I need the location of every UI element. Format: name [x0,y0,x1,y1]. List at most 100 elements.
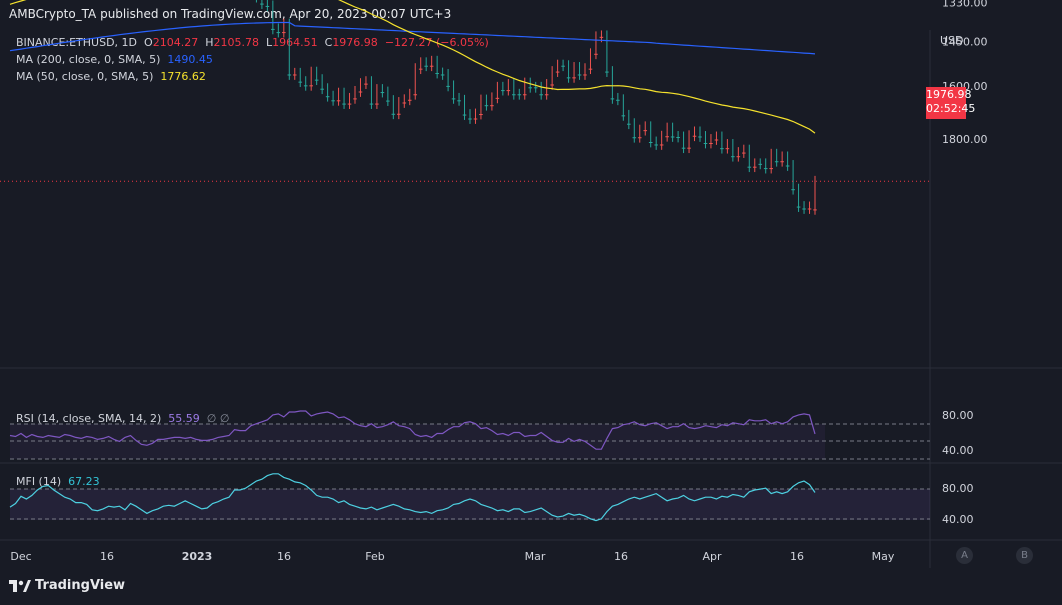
candle-body [555,71,560,73]
candle-body [796,206,801,208]
mfi-legend[interactable]: MFI (14) 67.23 [16,475,100,488]
time-tick-label: 2023 [182,550,213,563]
candle-body [479,114,483,116]
rsi-value: 55.59 [168,412,200,425]
candle-body [413,94,418,96]
candle-body [785,165,790,167]
mfi-value: 67.23 [68,475,100,488]
close-label: C [324,36,333,49]
ma50-line [9,0,816,134]
auto-scale-button[interactable]: A [956,547,973,564]
candle-body [292,74,297,76]
tradingview-logo[interactable]: TradingView [9,578,125,593]
candle-body [358,91,363,93]
candle-body [627,123,631,125]
candle-body [369,103,374,105]
candle-body [446,85,450,87]
time-tick-label: 16 [100,550,114,563]
candle-body [528,87,533,89]
ma200-value: 1490.45 [167,53,213,66]
candle-body [561,65,565,67]
low-label: L [265,36,273,49]
candle-body [260,3,264,5]
close-value: 1976.98 [332,36,378,49]
candle-body [616,99,620,101]
candle-body [725,148,730,150]
candle-body [271,28,275,30]
candle-body [807,208,812,210]
candle-body [681,147,686,149]
price-tick-label: 1450.00 [942,36,988,49]
candle-body [780,161,784,163]
rsi-legend[interactable]: RSI (14, close, SMA, 14, 2) 55.59 ∅ ∅ [16,412,229,425]
candle-body [572,77,576,79]
time-tick-label: 16 [790,550,804,563]
b-button[interactable]: B [1016,547,1033,564]
countdown: 02:52:45 [926,102,976,115]
candle-body [402,102,407,104]
time-tick-label: May [872,550,895,563]
candle-body [490,105,494,107]
candle-body [309,85,313,87]
candle-body [643,130,648,132]
candle-body [298,81,303,83]
candle-body [429,65,434,67]
rsi-tick-label: 40.00 [942,444,974,457]
candle-body [670,136,675,138]
candle-body [703,142,708,144]
price-tick-label: 1800.00 [942,133,988,146]
candle-body [720,148,724,150]
candle-body [692,135,697,137]
candle-body [731,156,735,158]
ma50-legend[interactable]: MA (50, close, 0, SMA, 5) 1776.62 [16,70,206,83]
candle-body [512,94,516,96]
candle-body [763,168,768,170]
currency-label: USD [940,34,964,47]
mfi-line [9,473,816,522]
candle-body [588,68,593,70]
candle-body [747,166,752,168]
rsi-label: RSI (14, close, SMA, 14, 2) [16,412,162,425]
candle-body [813,209,817,211]
time-tick-label: 16 [614,550,628,563]
low-value: 1964.51 [272,36,318,49]
time-tick-label: 16 [277,550,291,563]
candle-body [364,83,368,85]
candle-body [501,90,505,92]
candle-body [802,208,806,210]
candle-body [583,74,587,76]
candle-body [566,77,571,79]
open-label: O [144,36,153,49]
candle-body [676,136,680,138]
rsi-tick-label: 80.00 [942,409,974,422]
candle-body [659,144,664,146]
candle-body [539,94,543,96]
candle-body [506,90,511,92]
candle-body [325,96,330,98]
candle-body [462,114,467,116]
candle-body [648,141,653,143]
tradingview-brand: TradingView [35,578,126,593]
ma50-value: 1776.62 [160,70,206,83]
candle-body [687,147,691,149]
candle-body [769,168,773,170]
mfi-tick-label: 40.00 [942,513,974,526]
ma50-label: MA (50, close, 0, SMA, 5) [16,70,154,83]
candle-body [774,161,779,163]
candle-body [714,139,719,141]
ma200-legend[interactable]: MA (200, close, 0, SMA, 5) 1490.45 [16,53,213,66]
candle-body [599,36,604,38]
candle-body [577,74,582,76]
publisher-header: AMBCrypto_TA published on TradingView.co… [9,7,452,21]
candle-body [484,105,489,107]
candle-body [621,115,626,117]
high-label: H [205,36,214,49]
candle-body [758,163,763,165]
candle-body [451,98,456,100]
candle-body [342,103,346,105]
rsi-extra: ∅ ∅ [206,412,230,425]
mfi-band [10,489,930,520]
candle-body [435,73,439,75]
